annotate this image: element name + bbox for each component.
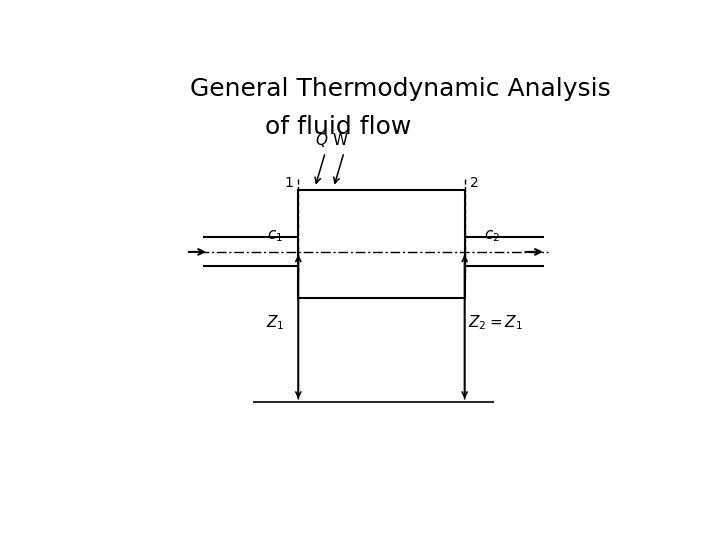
Text: W: W (333, 133, 348, 148)
Text: General Thermodynamic Analysis: General Thermodynamic Analysis (190, 77, 611, 102)
Text: of fluid flow: of fluid flow (265, 114, 411, 139)
Text: 1: 1 (284, 176, 293, 190)
Text: $c_1$: $c_1$ (267, 229, 284, 245)
Text: $Z_1$: $Z_1$ (266, 313, 284, 332)
Text: $c_2$: $c_2$ (484, 229, 500, 245)
Text: Q: Q (315, 133, 327, 148)
Text: 2: 2 (469, 176, 478, 190)
Text: $Z_2 = Z_1$: $Z_2 = Z_1$ (468, 313, 523, 332)
